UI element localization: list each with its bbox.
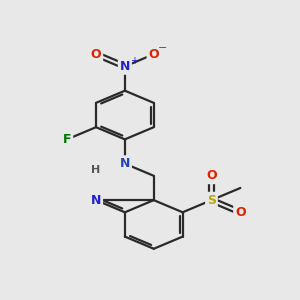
Text: −: − bbox=[158, 44, 168, 53]
Text: N: N bbox=[91, 194, 101, 207]
Text: O: O bbox=[235, 206, 246, 219]
Text: +: + bbox=[130, 56, 138, 66]
Text: N: N bbox=[120, 157, 130, 170]
Text: F: F bbox=[63, 133, 71, 146]
Text: O: O bbox=[206, 169, 217, 182]
Text: N: N bbox=[120, 60, 130, 73]
Text: O: O bbox=[91, 48, 101, 61]
Text: O: O bbox=[148, 48, 159, 61]
Text: S: S bbox=[207, 194, 216, 207]
Text: H: H bbox=[92, 165, 100, 175]
